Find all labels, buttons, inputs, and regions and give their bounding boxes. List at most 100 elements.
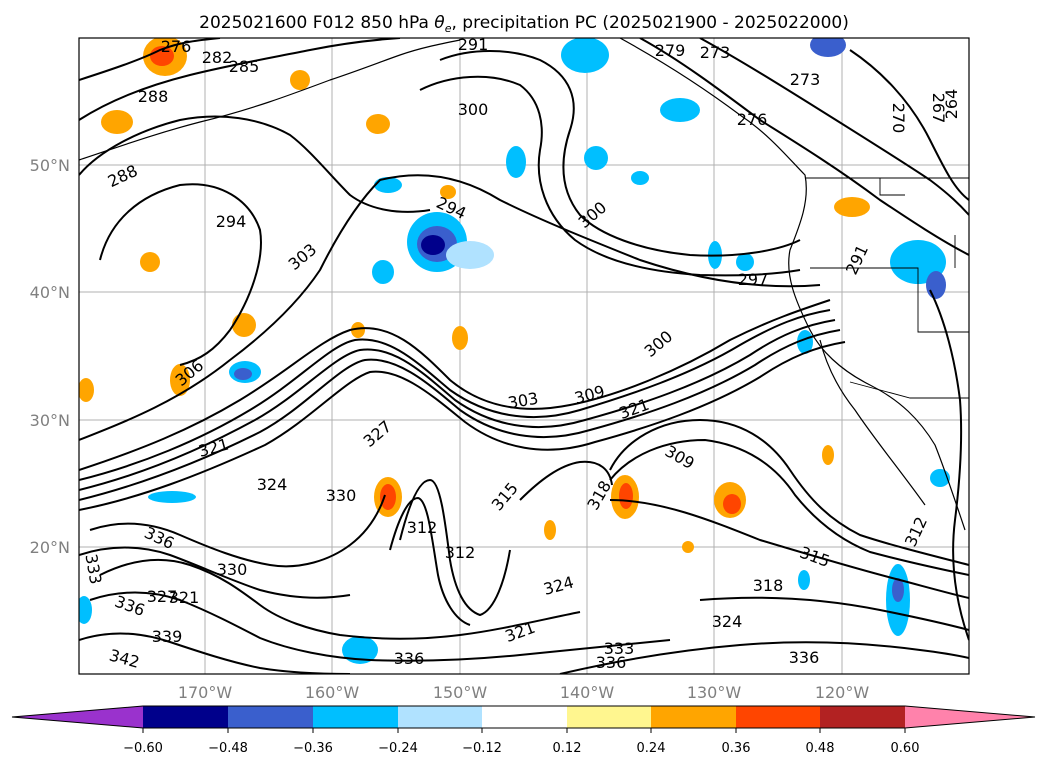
contour-line: [609, 418, 969, 566]
colorbar-segment: [228, 706, 313, 728]
contour-line: [519, 460, 613, 501]
colorbar-label: 0.24: [637, 741, 666, 756]
colorbar-label: −0.12: [462, 741, 502, 756]
precip-positive-blob: [822, 445, 834, 465]
longitude-labels: 170°W 160°W 150°W 140°W 130°W 120°W: [178, 683, 870, 702]
contour-label: 294: [216, 212, 247, 231]
colorbar: −0.60 −0.48 −0.36 −0.24 −0.12 0.12 0.24 …: [11, 705, 1036, 756]
lon-label: 120°W: [815, 683, 870, 702]
coastlines: [79, 38, 966, 531]
precip-negative-blob: [234, 368, 252, 380]
colorbar-label: 0.48: [806, 741, 835, 756]
contour-line: [79, 299, 831, 471]
contour-line: [389, 496, 471, 626]
colorbar-segment: [313, 706, 398, 728]
precip-negative-blob: [506, 146, 526, 178]
coastline-aleutians: [79, 39, 461, 161]
precip-positive-blob: [619, 483, 633, 509]
contour-label: 270: [889, 103, 908, 134]
contour-line: [639, 38, 969, 256]
precip-positive-blob: [682, 541, 694, 553]
contour-line: [79, 546, 351, 599]
contour-label: 282: [202, 48, 233, 67]
colorbar-segment: [398, 706, 482, 728]
contour-line: [89, 591, 671, 662]
contour-label: 336: [789, 648, 820, 667]
contour-label: 273: [790, 70, 821, 89]
contour-line: [609, 438, 969, 576]
contour-line: [559, 641, 969, 674]
coastline-baja: [819, 339, 926, 506]
lon-label: 130°W: [687, 683, 742, 702]
coastline-north-america: [619, 38, 966, 531]
map-gridlines: [79, 38, 969, 674]
precip-positive-blob: [140, 252, 160, 272]
contour-line: [89, 494, 386, 568]
precip-positive-blob: [544, 520, 556, 540]
precip-negative-blob: [660, 98, 700, 122]
colorbar-label: 0.12: [553, 741, 582, 756]
theta-e-contours: [79, 38, 969, 674]
contour-label: 297: [738, 270, 769, 289]
contour-line: [79, 115, 431, 213]
precipitation-shading: [79, 38, 950, 664]
lat-label: 20°N: [30, 538, 70, 557]
contour-label: 324: [257, 475, 288, 494]
lat-label: 40°N: [30, 283, 70, 302]
border-state: [810, 267, 969, 333]
contour-label: 312: [407, 518, 438, 537]
precip-negative-blob: [79, 596, 92, 624]
precip-positive-blob: [366, 114, 390, 134]
precip-negative-blob: [797, 330, 813, 354]
contour-line: [79, 38, 221, 81]
precip-positive-blob: [101, 110, 133, 134]
lat-label: 30°N: [30, 411, 70, 430]
contour-label: 333: [604, 639, 635, 658]
theta-e-labels: 276 282 285 291 279 273 273 276 270 267 …: [81, 35, 961, 672]
colorbar-label: 0.36: [722, 741, 751, 756]
precip-negative-blob: [930, 469, 950, 487]
precip-positive-blob: [170, 364, 190, 396]
precip-positive-blob: [380, 484, 396, 510]
contour-label: 330: [326, 486, 357, 505]
precip-negative-blob: [372, 260, 394, 284]
contour-label: 291: [458, 35, 489, 54]
contour-label: 300: [458, 100, 489, 119]
contour-label: 276: [161, 37, 192, 56]
contour-label: 285: [229, 57, 260, 76]
contour-label: 327: [147, 587, 178, 606]
precip-positive-blob: [351, 322, 365, 338]
precip-negative-blob: [892, 578, 904, 602]
precip-negative-blob: [798, 570, 810, 590]
precip-positive-blob: [232, 313, 256, 337]
precip-negative-blob: [561, 38, 609, 73]
contour-label: 276: [737, 110, 768, 129]
contour-line: [79, 341, 846, 511]
map-panel: 276 282 285 291 279 273 273 276 270 267 …: [78, 35, 970, 675]
colorbar-segment: [567, 706, 651, 728]
contour-line: [79, 309, 831, 481]
precip-negative-blob: [342, 636, 378, 664]
contour-label: 336: [394, 649, 425, 668]
contour-label: 288: [138, 87, 169, 106]
contour-line: [419, 75, 801, 277]
precip-positive-blob: [440, 185, 456, 199]
contour-label: 273: [700, 43, 731, 62]
precip-negative-blob: [810, 38, 846, 57]
contour-label: 279: [655, 41, 686, 60]
colorbar-segment: [651, 706, 736, 728]
contour-label: 264: [942, 89, 961, 120]
political-borders: [805, 177, 969, 399]
lon-label: 160°W: [305, 683, 360, 702]
colorbar-extend-low: [12, 706, 143, 728]
lon-label: 170°W: [178, 683, 233, 702]
colorbar-label: 0.60: [891, 741, 920, 756]
contour-label: 267: [929, 93, 948, 124]
contour-label: 312: [445, 543, 476, 562]
precip-negative-blob: [926, 271, 946, 299]
lon-label: 150°W: [433, 683, 488, 702]
precip-positive-blob: [723, 494, 741, 514]
contour-line: [399, 478, 511, 617]
colorbar-label: −0.60: [123, 741, 163, 756]
